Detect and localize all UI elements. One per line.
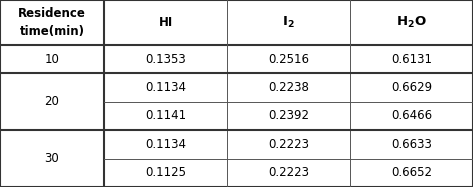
Text: 0.6633: 0.6633 xyxy=(391,138,432,151)
Text: 0.1141: 0.1141 xyxy=(145,109,186,122)
Text: 0.2223: 0.2223 xyxy=(268,138,309,151)
Text: 0.6652: 0.6652 xyxy=(391,166,432,179)
Text: 10: 10 xyxy=(44,53,60,66)
Text: 0.2392: 0.2392 xyxy=(268,109,309,122)
Text: 30: 30 xyxy=(44,152,60,165)
Text: 20: 20 xyxy=(44,95,60,108)
Text: $\mathbf{I_2}$: $\mathbf{I_2}$ xyxy=(282,15,295,30)
Text: 0.1125: 0.1125 xyxy=(145,166,186,179)
Text: 0.1134: 0.1134 xyxy=(145,81,186,94)
Text: 0.1134: 0.1134 xyxy=(145,138,186,151)
Text: 0.2238: 0.2238 xyxy=(268,81,309,94)
Text: 0.2223: 0.2223 xyxy=(268,166,309,179)
Text: 0.2516: 0.2516 xyxy=(268,53,309,66)
Text: $\mathbf{H_2O}$: $\mathbf{H_2O}$ xyxy=(396,15,427,30)
Text: HI: HI xyxy=(158,16,173,29)
Text: 0.1353: 0.1353 xyxy=(145,53,186,66)
Text: 0.6131: 0.6131 xyxy=(391,53,432,66)
Text: Residence
time(min): Residence time(min) xyxy=(18,7,86,38)
Text: 0.6629: 0.6629 xyxy=(391,81,432,94)
Text: 0.6466: 0.6466 xyxy=(391,109,432,122)
